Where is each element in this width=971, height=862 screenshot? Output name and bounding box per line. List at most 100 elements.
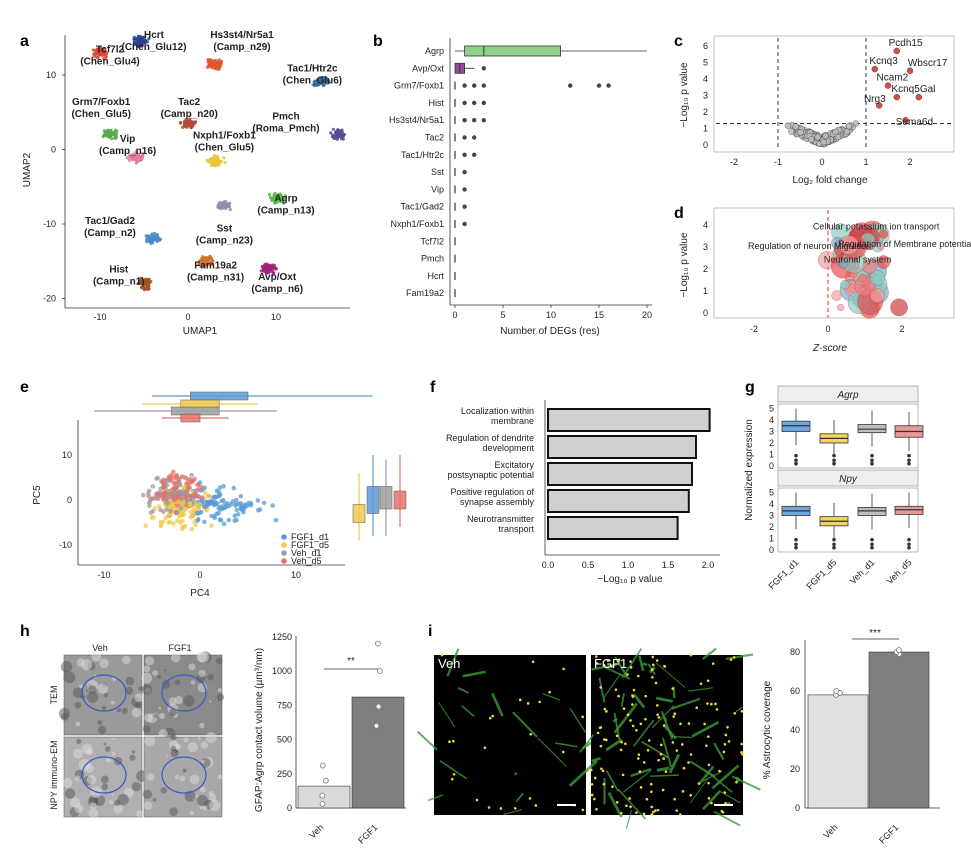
panel-c-xlabel: Log₂ fold change bbox=[792, 175, 867, 186]
agrp-puncta bbox=[690, 654, 693, 657]
g-outlier bbox=[794, 542, 798, 546]
bubble bbox=[837, 304, 844, 311]
em-texture bbox=[112, 794, 114, 796]
umap-point bbox=[210, 157, 213, 160]
go-term-label: Neurotransmitter bbox=[467, 514, 534, 524]
em-texture bbox=[64, 670, 67, 673]
g-ytick-label: 1 bbox=[769, 450, 774, 460]
em-texture bbox=[209, 791, 214, 796]
umap-point bbox=[156, 237, 159, 240]
pca-point bbox=[180, 519, 185, 524]
em-texture bbox=[89, 809, 99, 819]
agrp-puncta bbox=[654, 809, 657, 812]
agrp-puncta bbox=[710, 703, 713, 706]
agrp-puncta bbox=[730, 658, 733, 661]
umap-point bbox=[214, 67, 217, 70]
umap-point bbox=[219, 61, 222, 64]
agrp-puncta bbox=[635, 811, 638, 814]
pca-point bbox=[175, 491, 180, 496]
umap-cluster-sub: (Chen_Glu4) bbox=[80, 57, 139, 68]
pca-point bbox=[234, 498, 239, 503]
umap-cluster-name: Sst bbox=[217, 223, 233, 234]
umap-cluster-sub: (Camp_n29) bbox=[213, 42, 270, 53]
panel-g-label: g bbox=[745, 379, 755, 396]
pca-point bbox=[192, 513, 197, 518]
agrp-puncta bbox=[639, 770, 642, 773]
pca-point bbox=[274, 518, 279, 523]
em-texture bbox=[122, 656, 131, 665]
pca-point bbox=[161, 485, 166, 490]
agrp-puncta bbox=[484, 746, 487, 749]
pca-top-box bbox=[181, 414, 200, 422]
agrp-puncta bbox=[532, 660, 535, 663]
panel-f: f Localization withinmembraneRegulation … bbox=[430, 379, 720, 585]
agrp-puncta bbox=[675, 809, 678, 812]
em-texture bbox=[87, 775, 96, 784]
h-point bbox=[377, 669, 382, 674]
b-xtick-label: 5 bbox=[500, 310, 505, 320]
volcano-point bbox=[846, 123, 852, 129]
agrp-puncta bbox=[622, 774, 625, 777]
agrp-puncta bbox=[625, 805, 628, 808]
em-texture bbox=[198, 737, 201, 740]
agrp-puncta bbox=[599, 726, 602, 729]
g-facet-title: Agrp bbox=[836, 390, 859, 401]
agrp-puncta bbox=[640, 786, 643, 789]
legend-swatch bbox=[281, 534, 287, 540]
degs-outlier bbox=[482, 101, 486, 105]
pca-point bbox=[220, 504, 225, 509]
pca-point bbox=[195, 518, 200, 523]
c-xtick-label: -2 bbox=[730, 157, 738, 167]
degs-outlier bbox=[462, 170, 466, 174]
degs-outlier bbox=[462, 222, 466, 226]
agrp-puncta bbox=[740, 751, 743, 754]
pca-point bbox=[215, 489, 220, 494]
agrp-puncta bbox=[735, 781, 738, 784]
em-texture bbox=[105, 746, 111, 752]
em-texture bbox=[132, 782, 141, 791]
a-ytick-label: 10 bbox=[46, 70, 56, 80]
pca-point bbox=[218, 492, 223, 497]
go-term-label: synapse assembly bbox=[460, 497, 535, 507]
panel-i-ylabel: % Astrocytic coverage bbox=[762, 680, 773, 779]
umap-point bbox=[210, 164, 213, 167]
umap-cluster-sub: (Camp_n1) bbox=[93, 276, 145, 287]
agrp-puncta bbox=[707, 782, 710, 785]
agrp-puncta bbox=[655, 682, 658, 685]
em-texture bbox=[62, 778, 72, 788]
umap-point bbox=[220, 203, 223, 206]
pca-point bbox=[169, 473, 174, 478]
em-texture bbox=[103, 743, 106, 746]
umap-point bbox=[146, 235, 149, 238]
g-ytick-label: 5 bbox=[769, 488, 774, 498]
a-xtick-label: 10 bbox=[271, 312, 281, 322]
agrp-puncta bbox=[527, 702, 530, 705]
umap-cluster-sub: (Camp_n23) bbox=[196, 235, 253, 246]
volcano-point bbox=[798, 129, 804, 135]
umap-cluster-sub: (Chen_Glu6) bbox=[283, 75, 342, 86]
panel-a-ylabel: UMAP2 bbox=[22, 152, 33, 187]
a-xtick-label: 0 bbox=[185, 312, 190, 322]
umap-point bbox=[329, 131, 332, 134]
agrp-puncta bbox=[632, 695, 635, 698]
h-col-fgf1: FGF1 bbox=[168, 643, 191, 653]
em-texture bbox=[152, 670, 158, 676]
agrp-puncta bbox=[698, 782, 701, 785]
em-texture bbox=[75, 722, 80, 727]
legend-swatch bbox=[281, 558, 287, 564]
agrp-puncta bbox=[733, 712, 736, 715]
em-texture bbox=[218, 688, 222, 692]
pca-point bbox=[212, 515, 217, 520]
go-term-label: membrane bbox=[491, 416, 534, 426]
em-texture bbox=[142, 684, 152, 694]
c-xtick-label: 0 bbox=[819, 157, 824, 167]
agrp-puncta bbox=[652, 664, 655, 667]
agrp-puncta bbox=[548, 691, 551, 694]
em-texture bbox=[122, 708, 128, 714]
c-ytick-label: 2 bbox=[703, 107, 708, 117]
